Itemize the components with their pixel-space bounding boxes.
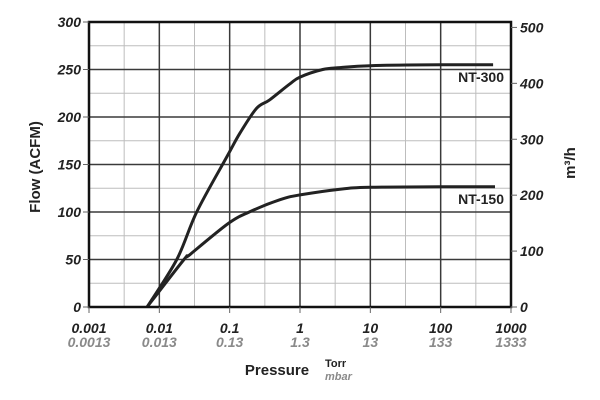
x-tick-label-secondary: 1.3: [290, 334, 310, 350]
x-tick-label: 0.001: [71, 320, 106, 336]
x-tick-label: 0.1: [220, 320, 240, 336]
x-axis-title: Pressure: [245, 362, 309, 379]
y2-tick-labels: 0 100 200 300 400 500: [519, 19, 544, 315]
x-tick-label-secondary: 13: [363, 334, 379, 350]
series-label-nt-300: NT-300: [458, 69, 504, 85]
y-tick-label: 250: [57, 62, 82, 78]
x-tick-label-secondary: 0.013: [142, 334, 177, 350]
series-line-nt-300: [145, 63, 494, 308]
series-labels: NT-300 NT-150: [458, 69, 504, 207]
x-tick-label: 0.01: [146, 320, 173, 336]
y-axis-title: Flow (ACFM): [27, 121, 44, 213]
y-tick-label: 50: [65, 252, 81, 268]
x-tick-label: 1: [296, 320, 304, 336]
y2-tick-label: 200: [519, 187, 544, 203]
x-unit-torr: Torr: [325, 358, 347, 370]
y-tick-labels: 0 50 100 150 200 250 300: [57, 14, 82, 315]
x-tick-label-secondary: 0.13: [216, 334, 243, 350]
x-tick-label: 10: [363, 320, 379, 336]
y2-tick-label: 500: [520, 19, 544, 35]
x-tick-label: 100: [429, 320, 453, 336]
x-tick-labels-secondary: 0.0013 0.013 0.13 1.3 13 133 1333: [68, 334, 527, 350]
y2-tick-label: 100: [520, 243, 544, 259]
series-line-nt-150: [145, 185, 496, 308]
y-tick-label: 150: [58, 157, 82, 173]
y-tick-label: 0: [73, 299, 81, 315]
x-tick-label-secondary: 0.0013: [68, 334, 111, 350]
y-tick-label: 100: [58, 204, 82, 220]
series-label-nt-150: NT-150: [458, 191, 504, 207]
x-unit-mbar: mbar: [325, 371, 353, 383]
y-tick-label: 200: [57, 109, 82, 125]
x-tick-label: 1000: [495, 320, 526, 336]
y2-axis-title: m³/h: [562, 147, 579, 179]
y2-tick-label: 0: [520, 299, 528, 315]
x-tick-labels: 0.001 0.01 0.1 1 10 100 1000: [71, 320, 526, 336]
y-tick-label: 300: [58, 14, 82, 30]
axis-ticks: [83, 21, 517, 313]
x-tick-label-secondary: 133: [429, 334, 453, 350]
x-tick-label-secondary: 1333: [495, 334, 526, 350]
y2-tick-label: 400: [519, 75, 544, 91]
series-lines: [145, 63, 496, 308]
y2-tick-label: 300: [520, 131, 544, 147]
